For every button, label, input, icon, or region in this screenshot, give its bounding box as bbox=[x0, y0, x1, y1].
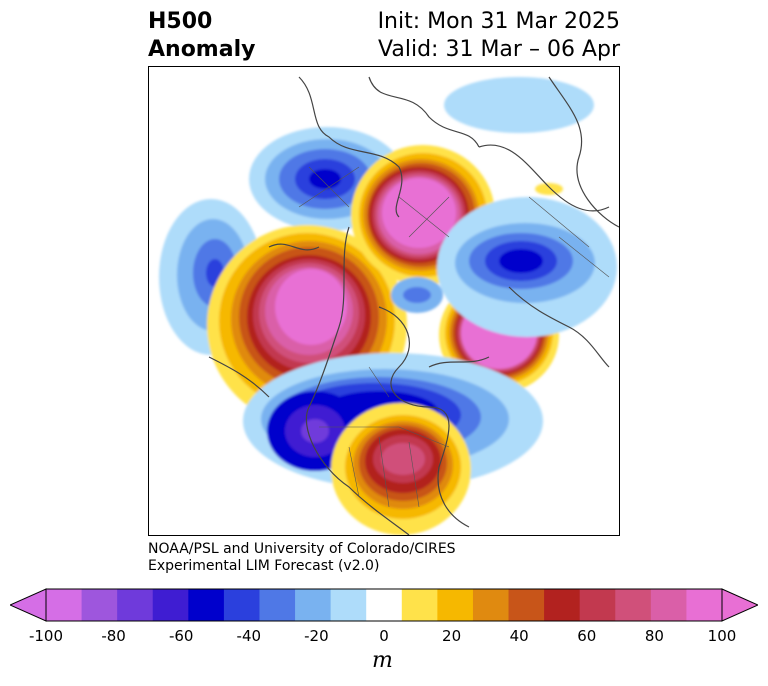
borders bbox=[298, 166, 610, 508]
colorbar-bin bbox=[259, 589, 296, 621]
colorbar-bin bbox=[46, 589, 83, 621]
colorbar-bin bbox=[81, 589, 118, 621]
colorbar-bin bbox=[223, 589, 260, 621]
colorbar-bin bbox=[117, 589, 154, 621]
coastlines bbox=[208, 76, 619, 535]
colorbar-tick-label: 60 bbox=[577, 627, 597, 645]
credit-line-2: Experimental LIM Forecast (v2.0) bbox=[148, 558, 380, 574]
colorbar bbox=[10, 588, 758, 622]
valid-dates: Valid: 31 Mar – 06 Apr bbox=[378, 37, 620, 62]
colorbar-tick-label: 100 bbox=[707, 627, 737, 645]
colorbar-bin bbox=[152, 589, 189, 621]
colorbar-tick-label: 0 bbox=[379, 627, 389, 645]
title-line-1: H500 bbox=[148, 9, 213, 34]
colorbar-tick-label: -100 bbox=[28, 627, 64, 645]
colorbar-bin bbox=[437, 589, 474, 621]
colorbar-tick-label: 40 bbox=[509, 627, 529, 645]
colorbar-bin bbox=[366, 589, 403, 621]
title-line-2: Anomaly bbox=[148, 37, 256, 62]
credit-line-1: NOAA/PSL and University of Colorado/CIRE… bbox=[148, 541, 456, 557]
colorbar-bin bbox=[401, 589, 438, 621]
colorbar-tick-label: 20 bbox=[442, 627, 462, 645]
colorbar-bin bbox=[472, 589, 510, 621]
anomaly-fill bbox=[159, 77, 617, 535]
init-date: Init: Mon 31 Mar 2025 bbox=[377, 9, 620, 34]
anomaly-map bbox=[148, 66, 620, 536]
colorbar-tick-label: -80 bbox=[101, 627, 126, 645]
colorbar-tick-label: 80 bbox=[644, 627, 664, 645]
colorbar-tick-label: -40 bbox=[236, 627, 262, 645]
colorbar-bin bbox=[686, 589, 723, 621]
map-canvas bbox=[159, 76, 619, 535]
colorbar-tick-label: -20 bbox=[304, 627, 329, 645]
colorbar-bin bbox=[615, 589, 652, 621]
colorbar-bin bbox=[579, 589, 616, 621]
colorbar-extend-low bbox=[10, 588, 47, 622]
forecast-dates: Init: Mon 31 Mar 2025 Valid: 31 Mar – 06… bbox=[378, 8, 620, 64]
colorbar-bin bbox=[650, 589, 687, 621]
colorbar-bin bbox=[330, 589, 367, 621]
credit-text: NOAA/PSL and University of Colorado/CIRE… bbox=[148, 541, 456, 575]
colorbar-extend-high bbox=[721, 588, 758, 622]
colorbar-bin bbox=[508, 589, 545, 621]
colorbar-bin bbox=[544, 589, 581, 621]
colorbar-tick-label: -60 bbox=[168, 627, 194, 645]
colorbar-bin bbox=[295, 589, 332, 621]
colorbar-unit: m bbox=[372, 648, 393, 673]
colorbar-outline bbox=[45, 588, 723, 622]
map-title: H500 Anomaly bbox=[148, 8, 255, 64]
colorbar-bin bbox=[188, 589, 225, 621]
